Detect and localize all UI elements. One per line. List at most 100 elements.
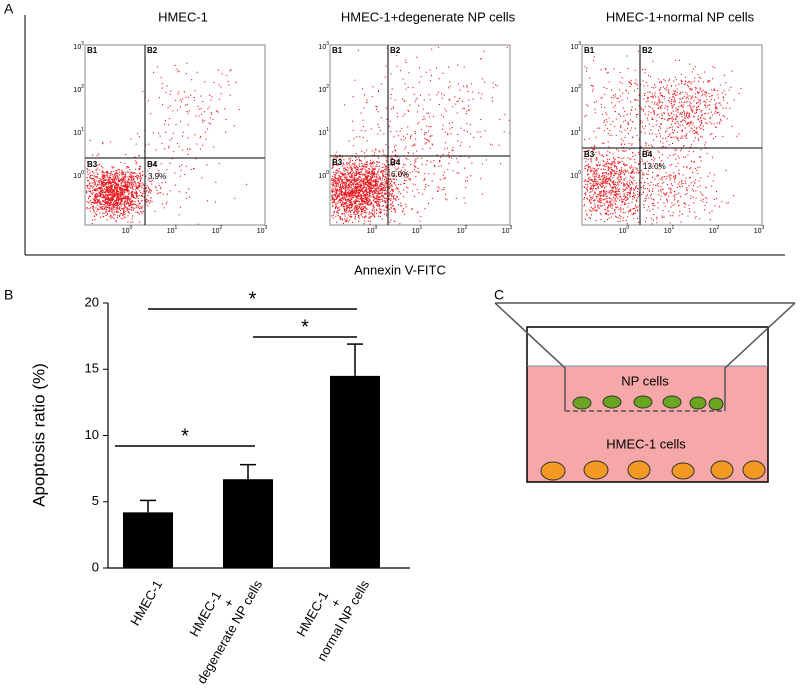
event-dot bbox=[627, 216, 628, 217]
event-dot bbox=[382, 193, 383, 194]
event-dot bbox=[389, 186, 390, 187]
event-dot bbox=[600, 202, 601, 203]
event-dot bbox=[342, 219, 343, 220]
event-dot bbox=[386, 186, 387, 187]
event-dot bbox=[246, 184, 247, 185]
event-dot bbox=[116, 199, 117, 200]
event-dot bbox=[448, 163, 449, 164]
event-dot bbox=[622, 201, 623, 202]
event-dot bbox=[356, 191, 357, 192]
event-dot bbox=[121, 196, 122, 197]
event-dot bbox=[357, 186, 358, 187]
event-dot bbox=[433, 116, 434, 117]
event-dot bbox=[121, 189, 122, 190]
event-dot bbox=[376, 190, 377, 191]
event-dot bbox=[443, 125, 444, 126]
event-dot bbox=[372, 150, 373, 151]
event-dot bbox=[218, 84, 219, 85]
event-dot bbox=[634, 197, 635, 198]
event-dot bbox=[359, 174, 360, 175]
event-dot bbox=[658, 78, 659, 79]
event-dot bbox=[101, 207, 102, 208]
event-dot bbox=[482, 194, 483, 195]
event-dot bbox=[367, 100, 368, 101]
event-dot bbox=[358, 190, 359, 191]
event-dot bbox=[139, 136, 140, 137]
event-dot bbox=[405, 60, 406, 61]
event-dot bbox=[460, 145, 461, 146]
event-dot bbox=[418, 211, 419, 212]
event-dot bbox=[228, 85, 229, 86]
event-dot bbox=[385, 66, 386, 67]
event-dot bbox=[124, 185, 125, 186]
event-dot bbox=[660, 89, 661, 90]
event-dot bbox=[124, 190, 125, 191]
event-dot bbox=[134, 201, 135, 202]
event-dot bbox=[443, 189, 444, 190]
event-dot bbox=[620, 174, 621, 175]
event-dot bbox=[626, 150, 627, 151]
event-dot bbox=[343, 186, 344, 187]
event-dot bbox=[709, 93, 710, 94]
event-dot bbox=[344, 211, 345, 212]
event-dot bbox=[609, 183, 610, 184]
event-dot bbox=[648, 174, 649, 175]
quadrant-label: B3 bbox=[332, 158, 343, 167]
event-dot bbox=[619, 196, 620, 197]
event-dot bbox=[380, 180, 381, 181]
event-dot bbox=[377, 204, 378, 205]
event-dot bbox=[413, 184, 414, 185]
event-dot bbox=[129, 169, 130, 170]
event-dot bbox=[135, 189, 136, 190]
event-dot bbox=[442, 73, 443, 74]
event-dot bbox=[114, 214, 115, 215]
event-dot bbox=[170, 190, 171, 191]
event-dot bbox=[379, 150, 380, 151]
event-dot bbox=[104, 208, 105, 209]
event-dot bbox=[113, 184, 114, 185]
event-dot bbox=[373, 199, 374, 200]
event-dot bbox=[136, 195, 137, 196]
event-dot bbox=[700, 101, 701, 102]
event-dot bbox=[633, 188, 634, 189]
event-dot bbox=[370, 187, 371, 188]
event-dot bbox=[385, 201, 386, 202]
event-dot bbox=[604, 176, 605, 177]
event-dot bbox=[376, 109, 377, 110]
event-dot bbox=[397, 197, 398, 198]
event-dot bbox=[181, 101, 182, 102]
event-dot bbox=[718, 103, 719, 104]
event-dot bbox=[215, 202, 216, 203]
event-dot bbox=[382, 199, 383, 200]
event-dot bbox=[610, 176, 611, 177]
tick-label: 102 bbox=[73, 84, 84, 94]
event-dot bbox=[377, 193, 378, 194]
event-dot bbox=[385, 76, 386, 77]
event-dot bbox=[369, 182, 370, 183]
event-dot bbox=[341, 194, 342, 195]
event-dot bbox=[139, 186, 140, 187]
event-dot bbox=[348, 214, 349, 215]
event-dot bbox=[116, 170, 117, 171]
event-dot bbox=[104, 172, 105, 173]
event-dot bbox=[633, 171, 634, 172]
event-dot bbox=[607, 183, 608, 184]
event-dot bbox=[219, 99, 220, 100]
event-dot bbox=[635, 167, 636, 168]
event-dot bbox=[383, 188, 384, 189]
event-dot bbox=[87, 171, 88, 172]
event-dot bbox=[123, 174, 124, 175]
event-dot bbox=[136, 187, 137, 188]
event-dot bbox=[354, 203, 355, 204]
event-dot bbox=[608, 211, 609, 212]
event-dot bbox=[334, 211, 335, 212]
event-dot bbox=[161, 143, 162, 144]
event-dot bbox=[616, 168, 617, 169]
event-dot bbox=[386, 180, 387, 181]
event-dot bbox=[601, 206, 602, 207]
event-dot bbox=[361, 174, 362, 175]
event-dot bbox=[123, 212, 124, 213]
event-dot bbox=[586, 198, 587, 199]
event-dot bbox=[357, 196, 358, 197]
event-dot bbox=[130, 205, 131, 206]
